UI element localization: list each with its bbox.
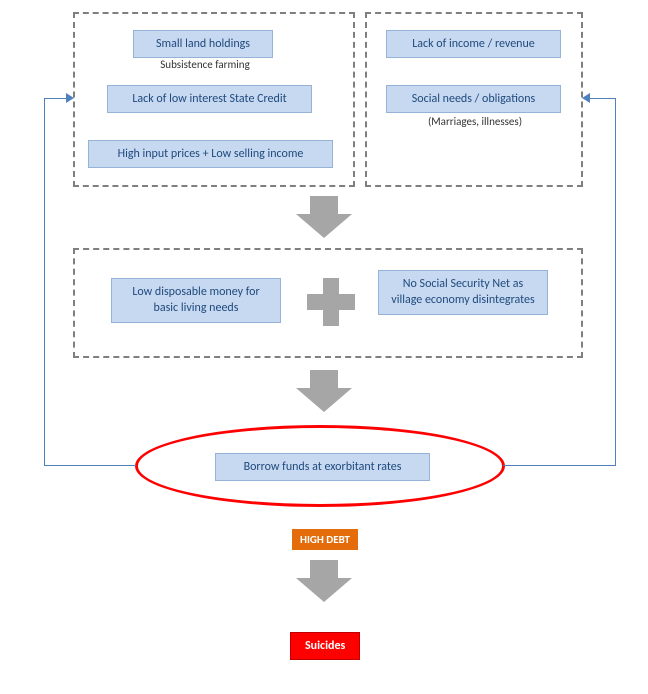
suicides-box: Suicides bbox=[290, 632, 360, 660]
loop-left-arrowhead bbox=[66, 93, 74, 103]
social-needs-box: Social needs / obligations bbox=[386, 85, 561, 113]
high-debt-box: HIGH DEBT bbox=[292, 529, 358, 550]
loop-right-horizontal-bottom bbox=[503, 465, 616, 466]
loop-left-horizontal-top bbox=[44, 98, 66, 99]
loop-right-horizontal-top bbox=[590, 98, 616, 99]
high-input-prices-box: High input prices + Low selling income bbox=[88, 140, 333, 168]
marriages-illnesses-label: (Marriages, illnesses) bbox=[410, 115, 540, 128]
borrow-funds-box: Borrow funds at exorbitant rates bbox=[215, 453, 430, 481]
lack-income-box: Lack of income / revenue bbox=[386, 30, 561, 58]
loop-right-vertical bbox=[615, 98, 616, 466]
no-social-security-box: No Social Security Net as village econom… bbox=[378, 270, 548, 315]
low-disposable-money-box: Low disposable money for basic living ne… bbox=[111, 278, 281, 323]
small-land-holdings-box: Small land holdings bbox=[133, 30, 273, 58]
loop-left-vertical bbox=[44, 98, 45, 466]
plus-icon bbox=[307, 278, 355, 326]
lack-credit-box: Lack of low interest State Credit bbox=[107, 85, 312, 113]
loop-left-horizontal-bottom bbox=[44, 465, 136, 466]
loop-right-arrowhead bbox=[582, 93, 590, 103]
subsistence-farming-label: Subsistence farming bbox=[155, 58, 255, 71]
